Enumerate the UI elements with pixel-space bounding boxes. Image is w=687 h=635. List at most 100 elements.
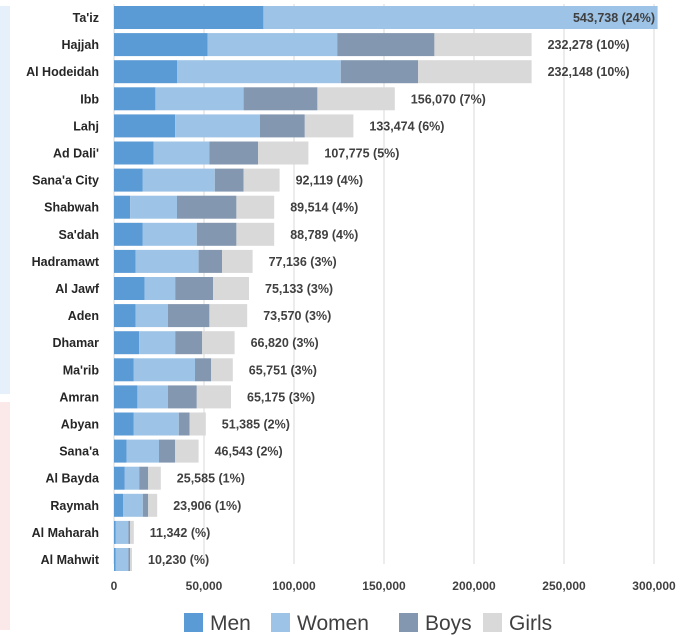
bar-segment-men <box>114 6 263 29</box>
category-label: Hajjah <box>61 38 99 52</box>
bar-segment-girls <box>434 33 531 56</box>
data-label: 75,133 (3%) <box>265 282 333 296</box>
legend-label: Girls <box>509 612 552 635</box>
bar-segment-girls <box>418 60 531 83</box>
category-label: Sa'dah <box>59 228 100 242</box>
data-label: 46,543 (2%) <box>215 445 283 459</box>
data-label: 232,148 (10%) <box>548 65 630 79</box>
bar-segment-boys <box>177 196 236 219</box>
bar-segment-boys <box>168 385 197 408</box>
bar-segment-women <box>125 467 139 490</box>
data-label: 65,751 (3%) <box>249 363 317 377</box>
data-label: 66,820 (3%) <box>251 336 319 350</box>
bar-segment-women <box>177 60 341 83</box>
bar-segment-women <box>145 277 176 300</box>
x-tick-label: 0 <box>111 579 118 593</box>
category-label: Sana'a <box>59 445 100 459</box>
bar-segment-boys <box>168 304 209 327</box>
bar-segment-men <box>114 304 136 327</box>
data-label: 92,119 (4%) <box>296 174 363 188</box>
bar-segment-girls <box>317 87 394 110</box>
category-label: Al Maharah <box>32 526 99 540</box>
category-label: Ibb <box>80 92 99 106</box>
bar-segment-girls <box>211 358 233 381</box>
bar-segment-men <box>114 440 127 463</box>
legend-label: Women <box>297 612 369 635</box>
bar-segment-boys <box>195 358 211 381</box>
bar-segment-women <box>143 169 215 192</box>
category-label: Lahj <box>73 119 99 133</box>
bar-segment-women <box>175 114 260 137</box>
category-label: Al Bayda <box>46 472 101 486</box>
bar-segment-women <box>123 494 143 517</box>
category-label: Amran <box>59 390 99 404</box>
bar-segment-girls <box>197 385 231 408</box>
category-label: Sana'a City <box>32 174 99 188</box>
bar-segment-men <box>114 250 136 273</box>
category-label: Al Mahwit <box>41 553 100 567</box>
bar-segment-girls <box>236 196 274 219</box>
data-label: 10,230 (%) <box>148 553 209 567</box>
bar-segment-girls <box>175 440 198 463</box>
category-label: Aden <box>68 309 99 323</box>
bar-segment-women <box>155 87 243 110</box>
bars <box>114 6 658 571</box>
data-label: 156,070 (7%) <box>411 92 486 106</box>
data-label: 89,514 (4%) <box>290 201 358 215</box>
legend: Men Women Boys Girls <box>184 612 552 635</box>
bar-segment-women <box>136 304 168 327</box>
legend-swatch-boys <box>399 613 418 632</box>
data-label: 25,585 (1%) <box>177 472 245 486</box>
category-label: Abyan <box>61 418 99 432</box>
bar-segment-girls <box>148 467 161 490</box>
bar-segment-boys <box>337 33 434 56</box>
bar-segment-boys <box>215 169 244 192</box>
bar-segment-women <box>130 196 177 219</box>
bar-segment-men <box>114 169 143 192</box>
bar-segment-boys <box>197 223 237 246</box>
bar-segment-women <box>154 142 210 165</box>
bar-segment-boys <box>139 467 148 490</box>
legend-swatch-women <box>271 613 290 632</box>
x-tick-label: 250,000 <box>542 579 586 593</box>
bar-segment-men <box>114 60 177 83</box>
data-label: 65,175 (3%) <box>247 390 315 404</box>
bar-segment-girls <box>148 494 157 517</box>
legend-swatch-girls <box>483 613 502 632</box>
data-label: 23,906 (1%) <box>173 499 241 513</box>
bar-segment-women <box>127 440 159 463</box>
bar-segment-men <box>114 87 155 110</box>
bar-segment-women <box>208 33 338 56</box>
bar-segment-women <box>143 223 197 246</box>
bar-segment-women <box>134 358 195 381</box>
bar-segment-men <box>114 413 134 436</box>
data-label: 133,474 (6%) <box>369 119 444 133</box>
legend-label: Boys <box>425 612 472 635</box>
bar-segment-boys <box>260 114 305 137</box>
bar-segment-boys <box>128 521 130 544</box>
category-label: Shabwah <box>44 201 99 215</box>
bar-segment-girls <box>213 277 249 300</box>
category-label: Ad Dali' <box>53 147 99 161</box>
legend-swatch-men <box>184 613 203 632</box>
category-label: Ma'rib <box>63 363 100 377</box>
bar-segment-boys <box>128 548 130 571</box>
bar-segment-girls <box>222 250 253 273</box>
category-label: Hadramawt <box>32 255 100 269</box>
bar-segment-girls <box>130 548 132 571</box>
data-label: 543,738 (24%) <box>573 11 655 25</box>
bar-segment-girls <box>305 114 354 137</box>
bar-segment-boys <box>341 60 418 83</box>
bar-segment-women <box>116 548 129 571</box>
category-label: Raymah <box>50 499 99 513</box>
bar-segment-girls <box>190 413 206 436</box>
bar-segment-men <box>114 494 123 517</box>
bar-segment-boys <box>199 250 222 273</box>
bar-segment-boys <box>143 494 148 517</box>
bar-segment-boys <box>175 331 202 354</box>
bar-segment-women <box>137 385 168 408</box>
bar-segment-women <box>136 250 199 273</box>
bar-segment-men <box>114 385 137 408</box>
x-tick-label: 50,000 <box>186 579 223 593</box>
